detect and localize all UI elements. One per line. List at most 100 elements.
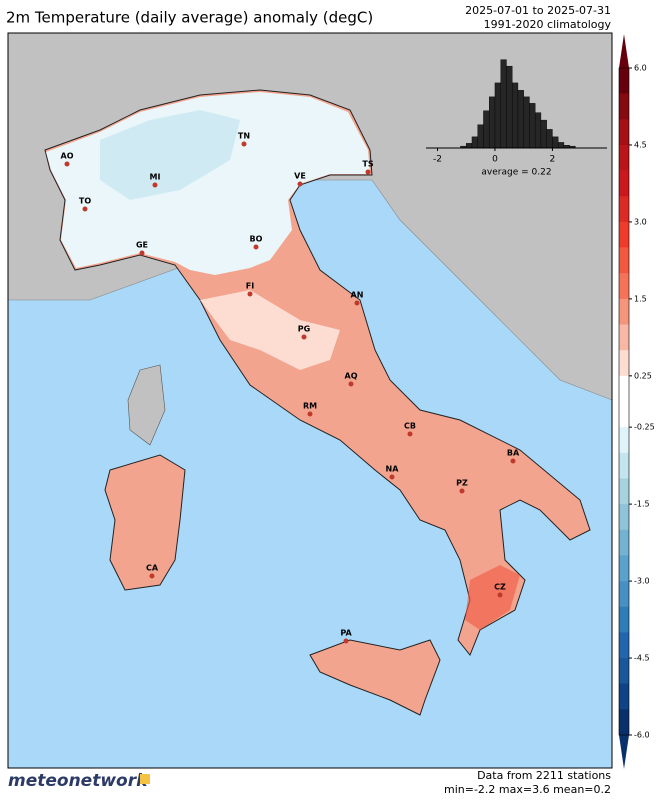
city-label: NA — [386, 465, 400, 474]
colorbar-segment — [619, 658, 629, 684]
hist-bar — [557, 142, 565, 149]
colorbar-tick-label: 3.0 — [634, 217, 647, 226]
map-frame — [7, 32, 613, 769]
hist-bar — [546, 129, 553, 149]
city-dot — [241, 141, 247, 147]
city-dot — [139, 250, 145, 256]
hist-bar — [500, 59, 507, 149]
colorbar-segment — [619, 606, 629, 633]
colorbar-frame — [618, 67, 630, 736]
city-label: BO — [250, 235, 263, 244]
colorbar-segment — [619, 478, 629, 505]
hist-bar — [477, 124, 484, 149]
hist-bar — [471, 136, 478, 149]
map — [7, 32, 613, 769]
colorbar-tick-label: -1.5 — [634, 500, 650, 509]
stations: Data from 2211 stations — [477, 769, 611, 782]
city-dot — [407, 431, 413, 437]
colorbar-segment — [619, 119, 629, 146]
colorbar-segment — [619, 555, 629, 582]
city-label: BA — [507, 449, 520, 458]
hist-bar — [483, 110, 490, 149]
colorbar-segment — [619, 375, 629, 402]
city-label: AQ — [345, 372, 358, 381]
city-label: TO — [79, 197, 91, 206]
colorbar-segment — [619, 350, 629, 377]
colorbar-segment — [619, 529, 629, 556]
colorbar-tick-label: -0.25 — [634, 423, 655, 432]
colorbar-segment — [619, 273, 629, 300]
hist-tick-label: 0 — [492, 155, 498, 165]
colorbar-segment — [619, 93, 629, 120]
colorbar: 6.0 4.5 3.0 1.5 0.25 -0.25 -1.5 -3.0 -4.5 -6.0 — [618, 34, 655, 769]
logo: meteonetwork — [8, 771, 149, 791]
colorbar-segment — [619, 324, 629, 351]
colorbar-tick-label: -3.0 — [634, 577, 650, 586]
city-dot — [497, 592, 503, 598]
corsica — [127, 364, 166, 446]
colorbar-tick-label: 1.5 — [634, 294, 647, 303]
colorbar-segment — [619, 452, 629, 479]
hist-bar — [523, 96, 530, 149]
city-dot — [301, 334, 307, 340]
warm-area — [465, 565, 520, 630]
colorbar-tick-label: 4.5 — [634, 140, 647, 149]
city-label: TN — [238, 132, 250, 141]
city-dot — [343, 638, 349, 644]
city-label: PZ — [456, 479, 468, 488]
city-label: GE — [136, 241, 148, 250]
logo-square — [140, 774, 150, 784]
hist-tick-label: -2 — [433, 155, 442, 165]
colorbar-segment — [619, 504, 629, 531]
colorbar-segment — [619, 68, 629, 94]
colorbar-segment — [619, 427, 629, 454]
city-label: CA — [146, 564, 159, 573]
hist-bar — [529, 103, 536, 149]
hist-bar — [511, 82, 519, 149]
city-dot — [389, 474, 395, 480]
hist-bar — [506, 65, 513, 149]
mild-area — [200, 290, 340, 370]
city-label: VE — [294, 172, 306, 181]
histogram: -2 0 2 average = 0.22 — [426, 59, 607, 178]
city-dot — [354, 300, 360, 306]
city-dot — [307, 411, 313, 417]
city-dot — [365, 169, 371, 175]
cities: AO TO MI TN VE TS GE BO FI AN PG AQ RM CB NA BA PZ CZ CA PA — [61, 132, 520, 644]
city-dot — [510, 458, 516, 464]
city-dot — [297, 181, 303, 187]
city-label: PA — [340, 629, 352, 638]
hist-bar — [517, 90, 524, 149]
climatology: 1991-2020 climatology — [484, 18, 612, 31]
colorbar-segment — [619, 221, 629, 248]
colorbar-segment — [619, 581, 629, 608]
city-label: AN — [351, 291, 364, 300]
hist-annotation: average = 0.22 — [481, 168, 551, 178]
sicily — [309, 639, 441, 716]
hist-bar — [534, 112, 542, 149]
colorbar-segment — [619, 632, 629, 659]
city-label: CB — [404, 422, 416, 431]
city-label: CZ — [494, 583, 506, 592]
city-dot — [149, 573, 155, 579]
cool-area — [100, 110, 240, 200]
city-dot — [253, 244, 259, 250]
city-label: MI — [150, 173, 161, 182]
city-dot — [82, 206, 88, 212]
colorbar-segment — [619, 170, 629, 197]
colorbar-tick-label: 0.25 — [634, 371, 652, 380]
city-dot — [459, 488, 465, 494]
city-label: TS — [362, 160, 373, 169]
colorbar-cap — [619, 34, 629, 68]
title: 2m Temperature (daily average) anomaly (… — [6, 9, 373, 27]
hist-bar — [494, 82, 501, 149]
colorbar-tick-label: 6.0 — [634, 64, 647, 73]
period: 2025-07-01 to 2025-07-31 — [465, 4, 611, 17]
hist-bar — [540, 119, 547, 149]
colorbar-tick-label: -4.5 — [634, 654, 650, 663]
colorbar-segment — [619, 144, 629, 171]
city-label: AO — [61, 152, 74, 161]
hist-bar — [489, 96, 496, 149]
hist-bar — [552, 136, 559, 149]
city-dot — [348, 381, 354, 387]
